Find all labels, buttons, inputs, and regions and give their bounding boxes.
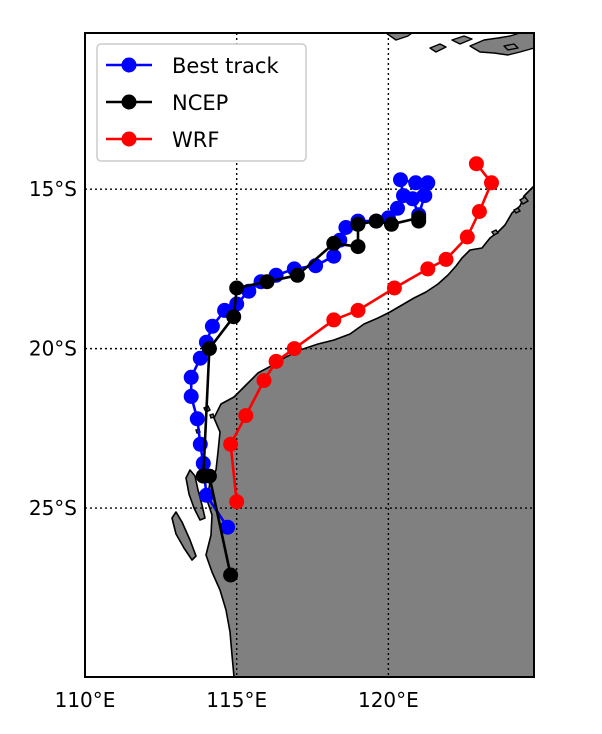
point-ncep-2	[195, 468, 211, 484]
point-wrf-13	[484, 175, 499, 191]
point-best-track-7	[192, 350, 208, 366]
point-wrf-10	[438, 251, 454, 267]
point-best-track-17	[326, 248, 342, 264]
point-best-track-26	[408, 175, 424, 191]
x-tick-label-1: 115°E	[206, 688, 267, 712]
track-series	[183, 156, 499, 583]
plot-frame	[84, 32, 535, 678]
point-wrf-5	[286, 341, 302, 357]
point-ncep-4	[226, 309, 242, 325]
point-wrf-9	[420, 261, 436, 277]
point-wrf-3	[256, 373, 272, 388]
legend-marker-wrf	[121, 131, 137, 147]
point-best-track-23	[390, 200, 405, 216]
y-tick-label-1: 20°S	[29, 337, 77, 361]
point-best-track-25	[393, 172, 408, 188]
point-best-track-19	[338, 220, 354, 235]
x-tick-label-2: 120°E	[358, 688, 419, 712]
y-tick-label-2: 25°S	[29, 496, 77, 520]
point-best-track-4	[189, 411, 205, 427]
series-best-track	[183, 172, 436, 535]
series-wrf	[223, 156, 499, 510]
dirk-hartog-island	[171, 511, 197, 561]
point-wrf-1	[223, 436, 239, 452]
legend-label-wrf: WRF	[172, 128, 219, 152]
point-best-track-30	[417, 188, 433, 204]
point-wrf-6	[326, 312, 342, 328]
northwest-cape-islands	[490, 196, 530, 236]
point-ncep-6	[259, 274, 275, 290]
legend: Best track NCEP WRF	[96, 43, 307, 162]
point-ncep-3	[201, 341, 217, 357]
point-best-track-5	[183, 388, 199, 404]
point-best-track-28	[405, 191, 421, 207]
point-wrf-8	[386, 280, 402, 296]
point-ncep-9	[350, 239, 366, 255]
point-wrf-12	[471, 204, 487, 219]
indonesia-islands	[385, 33, 534, 56]
point-ncep-5	[229, 280, 245, 296]
point-ncep-7	[289, 267, 305, 283]
x-tick-label-0: 110°E	[55, 688, 116, 712]
point-wrf-14	[468, 156, 484, 172]
legend-label-ncep: NCEP	[172, 91, 228, 115]
y-tick-label-0: 15°S	[29, 177, 77, 201]
legend-label-best-track: Best track	[172, 54, 279, 78]
series-ncep	[195, 210, 427, 583]
point-wrf-11	[459, 229, 475, 245]
point-ncep-8	[326, 235, 342, 251]
point-ncep-14	[411, 213, 427, 229]
point-best-track-1	[198, 487, 214, 503]
point-wrf-2	[238, 408, 254, 424]
legend-box	[96, 43, 307, 162]
land-layer	[171, 33, 534, 677]
point-best-track-27	[420, 175, 436, 191]
gridlines	[85, 33, 534, 677]
point-wrf-4	[268, 353, 284, 369]
legend-marker-ncep	[121, 94, 137, 110]
point-best-track-0	[220, 519, 236, 535]
point-ncep-11	[368, 213, 384, 229]
tick-labels: 110°E 115°E 120°E 15°S 20°S 25°S	[29, 177, 419, 712]
point-best-track-9	[204, 318, 220, 334]
point-ncep-12	[383, 216, 399, 232]
legend-marker-best-track	[121, 57, 137, 73]
point-wrf-0	[229, 494, 245, 510]
point-ncep-10	[350, 216, 366, 232]
point-ncep-0	[223, 567, 239, 583]
point-wrf-7	[350, 302, 366, 318]
point-best-track-11	[229, 296, 245, 312]
point-best-track-6	[183, 369, 199, 385]
